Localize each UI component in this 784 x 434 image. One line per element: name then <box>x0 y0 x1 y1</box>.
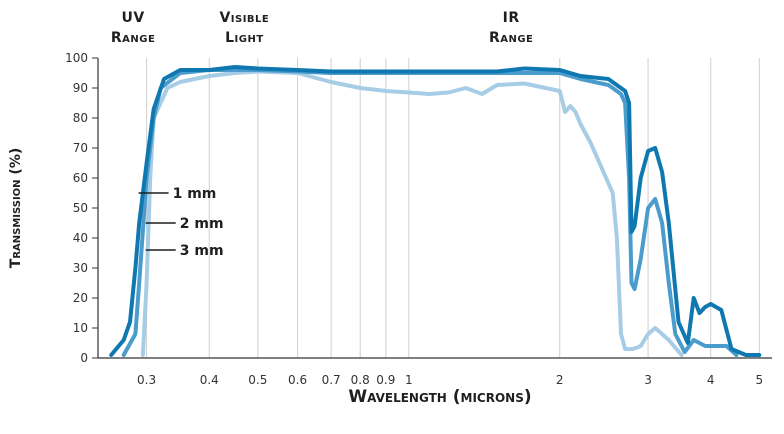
x-tick-label: 1 <box>405 373 413 387</box>
x-tick-label: 4 <box>707 373 715 387</box>
x-tick-label: 0.3 <box>137 373 156 387</box>
region-label-line1: IR <box>503 10 520 26</box>
x-tick-label: 0.4 <box>200 373 219 387</box>
x-tick-label: 2 <box>556 373 564 387</box>
y-tick-label: 40 <box>73 231 88 245</box>
y-tick-label: 50 <box>73 201 88 215</box>
series-line-1-mm <box>109 65 762 357</box>
axis-layer: 0.3 0.4 0.5 0.6 0.7 0.8 0.9 1 2 3 4 501020304050607… <box>65 51 772 387</box>
series-line-3-mm <box>140 69 684 357</box>
y-tick-label: 90 <box>73 81 88 95</box>
y-tick-label: 10 <box>73 321 88 335</box>
y-axis-title: Transmission (%) <box>8 148 24 268</box>
series-label: 3 mm <box>180 243 224 259</box>
y-tick-label: 60 <box>73 171 88 185</box>
x-tick-label: 0.6 <box>288 373 307 387</box>
x-tick-label: 5 <box>755 373 763 387</box>
region-label-line1: UV <box>122 10 145 26</box>
series-label: 2 mm <box>180 216 224 232</box>
grid-layer <box>146 58 760 358</box>
y-tick-label: 20 <box>73 291 88 305</box>
x-tick-label: 0.8 <box>351 373 370 387</box>
series-layer <box>109 65 762 357</box>
region-label-line1: Visible <box>219 10 269 26</box>
x-axis-title: Wavelength (microns) <box>348 387 531 407</box>
y-tick-label: 80 <box>73 111 88 125</box>
region-label-line2: Range <box>489 30 533 46</box>
series-line-2-mm <box>121 68 739 357</box>
x-tick-label: 0.5 <box>248 373 267 387</box>
region-label-line2: Light <box>225 30 264 46</box>
x-tick-label: 0.7 <box>322 373 341 387</box>
y-tick-label: 70 <box>73 141 88 155</box>
x-tick-label: 3 <box>644 373 652 387</box>
region-label-line2: Range <box>111 30 155 46</box>
x-tick-label: 0.9 <box>376 373 395 387</box>
y-tick-label: 100 <box>65 51 88 65</box>
y-tick-label: 30 <box>73 261 88 275</box>
label-layer: UV Range Visible Light IR Range 1 mm 2 mm 3 mm <box>111 10 533 259</box>
series-label: 1 mm <box>173 186 217 202</box>
y-tick-label: 0 <box>80 351 88 365</box>
